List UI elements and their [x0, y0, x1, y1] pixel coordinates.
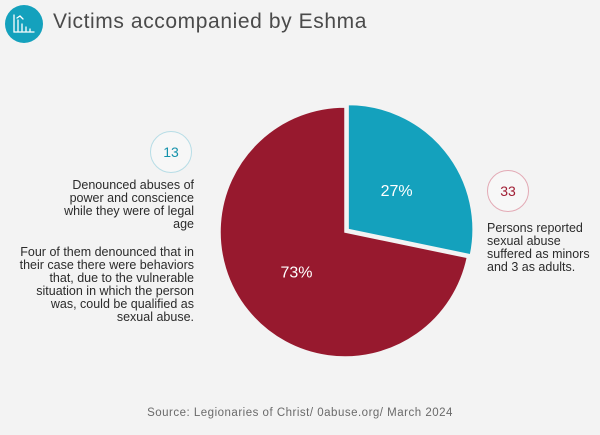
- right-note: Persons reported sexual abuse suffered a…: [487, 221, 590, 274]
- pie-slice-label-1: 27%: [381, 183, 413, 200]
- bar-chart-icon: [13, 14, 35, 33]
- left-note-secondary: Four of them denounced that in their cas…: [19, 245, 194, 324]
- chart-title: Victims accompanied by Eshma: [53, 10, 368, 33]
- pie-slice-label-2: 73%: [281, 264, 313, 281]
- right-count-badge: 33: [487, 170, 529, 212]
- pie-slice-1: [347, 103, 474, 256]
- logo-badge: [5, 5, 43, 43]
- left-count-badge: 13: [150, 131, 192, 173]
- left-note-primary: Denounced abuses of power and conscience…: [64, 178, 194, 231]
- pie-slice-2: [219, 106, 469, 358]
- source-note: Source: Legionaries of Christ/ 0abuse.or…: [147, 407, 453, 419]
